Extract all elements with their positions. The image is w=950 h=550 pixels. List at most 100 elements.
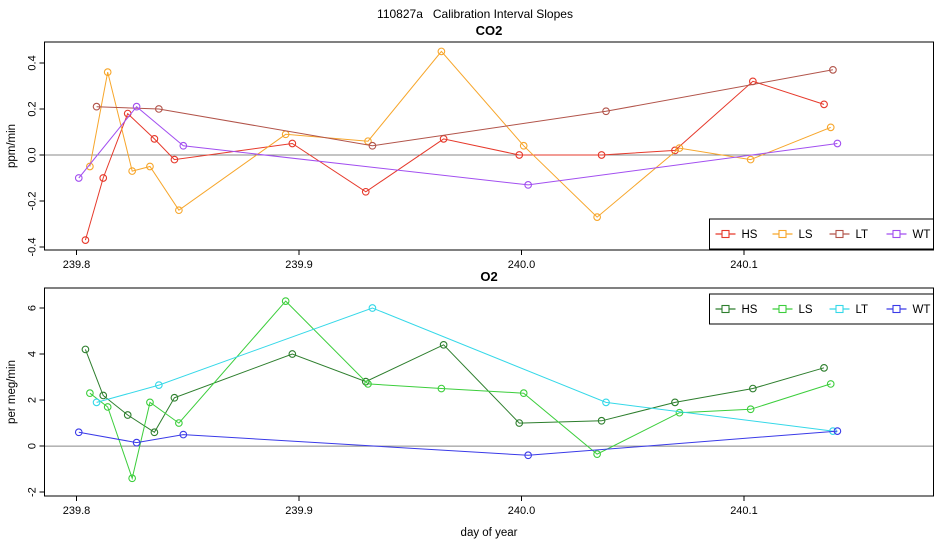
co2-ls-marker (86, 162, 94, 171)
co2-hs-marker (597, 151, 606, 159)
co2-ls-marker (746, 155, 755, 164)
co2-hs-marker (288, 139, 297, 148)
co2-panel-title: CO2 (476, 23, 503, 38)
co2-hs-line (84, 80, 825, 241)
co2-wt-line (78, 105, 838, 186)
co2-hs-marker (99, 174, 108, 182)
o2-ls-marker (437, 384, 446, 393)
co2-y-tick-label: 0.0 (27, 147, 39, 162)
o2-wt-marker (833, 427, 842, 435)
co2-hs-marker (515, 151, 524, 159)
co2-ls-marker (519, 141, 528, 150)
o2-series-lt (92, 304, 837, 435)
o2-wt-line (78, 430, 838, 456)
co2-plot-box (44, 41, 934, 251)
o2-ls-marker (675, 408, 684, 417)
o2-wt-marker (179, 430, 188, 439)
o2-hs-marker (123, 411, 132, 419)
co2-ls-line (89, 50, 831, 218)
co2-x-tick-label: 239.8 (63, 259, 91, 271)
co2-plot-panel: 239.8 239.9 240.0 240.1 -0.4 -0.2 0.0 0.2 0.4 CO2… (6, 23, 934, 271)
co2-wt-marker (524, 181, 533, 189)
figure-title: 110827a Calibration Interval Slopes (377, 7, 573, 21)
o2-x-tick-label: 240.1 (730, 505, 758, 517)
o2-plot-panel: 239.8 239.9 240.0 240.1 -2 0 2 4 6 O2 per meg/min d… (6, 269, 934, 539)
co2-legend-label-wt: WT (913, 229, 931, 241)
o2-lt-marker (155, 381, 163, 389)
co2-y-tick-label: -0.4 (27, 238, 39, 257)
co2-x-tick-label: 240.0 (508, 259, 536, 271)
co2-legend: HS LS LT WT (709, 218, 934, 250)
o2-lt-marker (368, 304, 377, 312)
o2-hs-marker (439, 340, 448, 349)
co2-series-hs (81, 77, 828, 244)
co2-series-ls (86, 47, 835, 221)
o2-x-tick-label: 239.9 (285, 505, 313, 517)
o2-ls-marker (281, 297, 290, 305)
co2-x-tick-label: 240.1 (730, 259, 758, 271)
co2-ls-marker (103, 68, 112, 76)
o2-wt-marker (524, 451, 533, 460)
o2-y-tick-label: 6 (27, 305, 39, 311)
co2-ls-marker (175, 206, 183, 215)
co2-hs-marker (671, 146, 679, 155)
co2-ls-marker (593, 213, 601, 221)
o2-hs-marker (150, 428, 159, 437)
o2-legend-swatch-hs (721, 304, 730, 314)
o2-y-tick-label: 4 (27, 351, 39, 357)
co2-lt-marker (602, 107, 610, 116)
o2-y-axis-label: per meg/min (6, 360, 18, 424)
o2-plot-box (44, 287, 934, 497)
co2-legend-label-lt: LT (856, 229, 869, 241)
co2-hs-marker (81, 236, 90, 244)
o2-ls-marker (128, 474, 137, 483)
o2-legend-label-lt: LT (856, 304, 869, 316)
o2-hs-marker (597, 416, 606, 425)
o2-ls-marker (519, 389, 528, 398)
o2-ls-marker (103, 403, 112, 411)
o2-hs-marker (81, 345, 90, 354)
o2-lt-marker (92, 398, 101, 407)
o2-ls-marker (826, 380, 835, 388)
o2-hs-marker (749, 384, 757, 393)
co2-ls-marker (146, 162, 154, 171)
o2-ls-marker (86, 389, 94, 398)
co2-y-tick-label: -0.2 (27, 192, 39, 211)
o2-ls-line (89, 300, 831, 481)
co2-y-axis-label: ppm/min (6, 124, 18, 168)
o2-ls-marker (593, 450, 601, 458)
co2-lt-marker (92, 102, 101, 111)
o2-series-ls (86, 297, 835, 483)
o2-x-tick-label: 240.0 (508, 505, 536, 517)
co2-hs-marker (361, 187, 370, 196)
o2-ls-marker (146, 398, 154, 407)
co2-ls-marker (437, 47, 446, 56)
o2-lt-marker (602, 398, 610, 407)
o2-hs-marker (99, 391, 108, 400)
o2-series-wt (74, 427, 842, 460)
co2-legend-label-hs: HS (742, 229, 758, 241)
co2-hs-marker (170, 155, 179, 164)
o2-y-tick-label: 0 (27, 443, 39, 449)
co2-ls-marker (364, 137, 372, 146)
o2-wt-marker (74, 428, 83, 437)
o2-legend: HS LS LT WT (709, 293, 934, 325)
co2-legend-swatch-wt (892, 229, 901, 239)
o2-series-hs (81, 340, 828, 437)
o2-y-tick-label: 2 (27, 397, 39, 403)
o2-ls-marker (746, 405, 755, 414)
co2-wt-marker (74, 174, 83, 182)
o2-hs-marker (288, 350, 297, 358)
co2-lt-marker (368, 141, 377, 150)
co2-hs-marker (820, 100, 828, 109)
co2-hs-marker (150, 135, 159, 143)
o2-wt-marker (132, 438, 141, 447)
o2-ls-marker (364, 380, 372, 388)
o2-x-axis-label: day of year (461, 527, 518, 539)
co2-legend-swatch-lt (835, 229, 844, 239)
co2-y-tick-label: 0.4 (27, 55, 39, 70)
o2-hs-marker (671, 398, 679, 407)
o2-hs-line (84, 344, 825, 434)
